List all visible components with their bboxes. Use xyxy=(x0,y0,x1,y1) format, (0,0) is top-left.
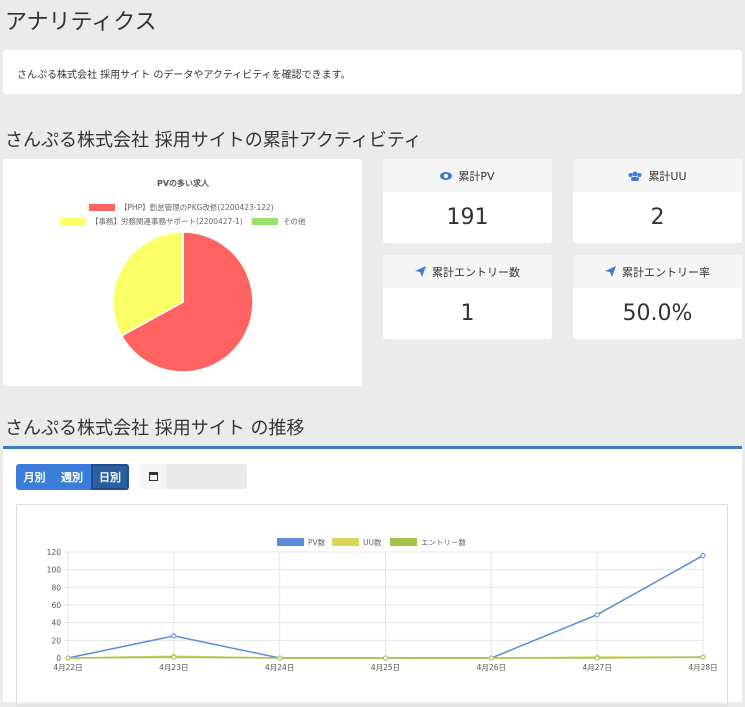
calendar-addon xyxy=(140,464,166,489)
section-heading: さんぷる株式会社 採用サイト の推移 xyxy=(5,418,305,439)
intro-text: さんぷる株式会社 採用サイト のデータやアクティビティを確認できます。 xyxy=(17,70,351,81)
legend-label: 【PHP】勤怠管理のPKG改修(2200423-122) xyxy=(120,202,274,212)
legend-swatch xyxy=(277,538,304,546)
calendar-icon xyxy=(149,472,158,481)
stat-label: 累計UU xyxy=(648,169,687,183)
stat-label: 累計エントリー率 xyxy=(622,265,710,279)
x-tick-label: 4月22日 xyxy=(53,663,82,672)
stat-card: 累計エントリー数 1 xyxy=(383,255,552,339)
stat-value: 1 xyxy=(460,301,475,326)
y-tick-label: 100 xyxy=(47,566,62,575)
stat-header: 累計UU xyxy=(573,159,742,192)
page-title: アナリティクス xyxy=(5,10,157,35)
pie-slice xyxy=(120,231,254,373)
tab-button[interactable]: 月別 xyxy=(16,464,53,490)
stat-card: 累計PV 191 xyxy=(383,159,552,243)
data-point xyxy=(488,655,494,661)
legend-swatch xyxy=(89,204,115,211)
data-point xyxy=(594,655,600,661)
data-point xyxy=(171,654,177,660)
legend-swatch xyxy=(252,218,278,225)
data-point xyxy=(171,633,177,639)
chart-title: PVの多い求人 xyxy=(157,178,210,188)
tab-button[interactable]: 週別 xyxy=(53,464,91,490)
data-point xyxy=(700,654,706,660)
legend-swatch xyxy=(60,218,86,225)
x-tick-label: 4月28日 xyxy=(688,663,717,672)
x-tick-label: 4月23日 xyxy=(159,663,188,672)
y-tick-label: 60 xyxy=(51,601,61,610)
legend-label: PV数 xyxy=(308,537,326,547)
x-tick-label: 4月27日 xyxy=(583,663,612,672)
legend-swatch xyxy=(332,538,359,546)
stat-value: 2 xyxy=(650,205,665,230)
send-icon xyxy=(605,266,616,277)
stat-card: 累計UU 2 xyxy=(573,159,742,243)
pie-slice xyxy=(112,231,184,337)
stat-label: 累計エントリー数 xyxy=(432,265,520,279)
tab-button-active[interactable]: 日別 xyxy=(91,464,129,490)
eye-icon xyxy=(440,171,453,180)
line-card: 0 20 40 60 80 100 120 4月22日 4月23日 4月24日 4月25日 4月26日… xyxy=(16,504,728,706)
data-point xyxy=(65,655,71,661)
legend-label: UU数 xyxy=(363,537,382,547)
y-tick-label: 120 xyxy=(47,548,62,557)
stat-label: 累計PV xyxy=(458,169,495,183)
section-heading: さんぷる株式会社 採用サイトの累計アクティビティ xyxy=(5,130,422,151)
pie-card: PVの多い求人【PHP】勤怠管理のPKG改修(2200423-122) 【事務】労… xyxy=(3,159,362,386)
y-tick-label: 20 xyxy=(51,636,61,645)
date-input[interactable] xyxy=(140,464,247,489)
y-tick-label: 40 xyxy=(51,619,61,628)
data-point xyxy=(383,655,388,661)
tab-group: 月別 週別 日別 xyxy=(16,464,129,490)
y-tick-label: 80 xyxy=(51,583,61,592)
line-chart: 0 20 40 60 80 100 120 4月22日 4月23日 4月24日 4月25日 4月26日… xyxy=(47,537,718,672)
y-tick-label: 0 xyxy=(56,654,61,663)
trend-card: 月別 週別 日別 0 20 40 60 80 100 120 4月22日 4月23日 4月24日 4… xyxy=(3,446,742,706)
stat-header: 累計エントリー数 xyxy=(383,255,552,288)
legend-label: その他 xyxy=(283,216,306,226)
pie-chart: PVの多い求人【PHP】勤怠管理のPKG改修(2200423-122) 【事務】労… xyxy=(60,178,306,373)
stat-header: 累計エントリー率 xyxy=(573,255,742,288)
send-icon xyxy=(415,266,426,277)
data-point xyxy=(594,612,600,618)
stat-value: 50.0% xyxy=(622,301,693,326)
stat-card: 累計エントリー率 50.0% xyxy=(573,255,742,339)
data-point xyxy=(277,655,283,661)
x-tick-label: 4月26日 xyxy=(477,663,506,672)
users-icon xyxy=(628,171,642,181)
intro-box: さんぷる株式会社 採用サイト のデータやアクティビティを確認できます。 xyxy=(3,50,742,94)
x-tick-label: 4月25日 xyxy=(371,663,400,672)
data-point xyxy=(700,553,706,559)
stat-value: 191 xyxy=(446,205,489,230)
legend-label: エントリー数 xyxy=(421,537,466,547)
legend-swatch xyxy=(390,538,417,546)
x-tick-label: 4月24日 xyxy=(265,663,294,672)
stat-header: 累計PV xyxy=(383,159,552,192)
legend-label: 【事務】労務関連事務サポート(2200427-1) xyxy=(91,216,243,226)
